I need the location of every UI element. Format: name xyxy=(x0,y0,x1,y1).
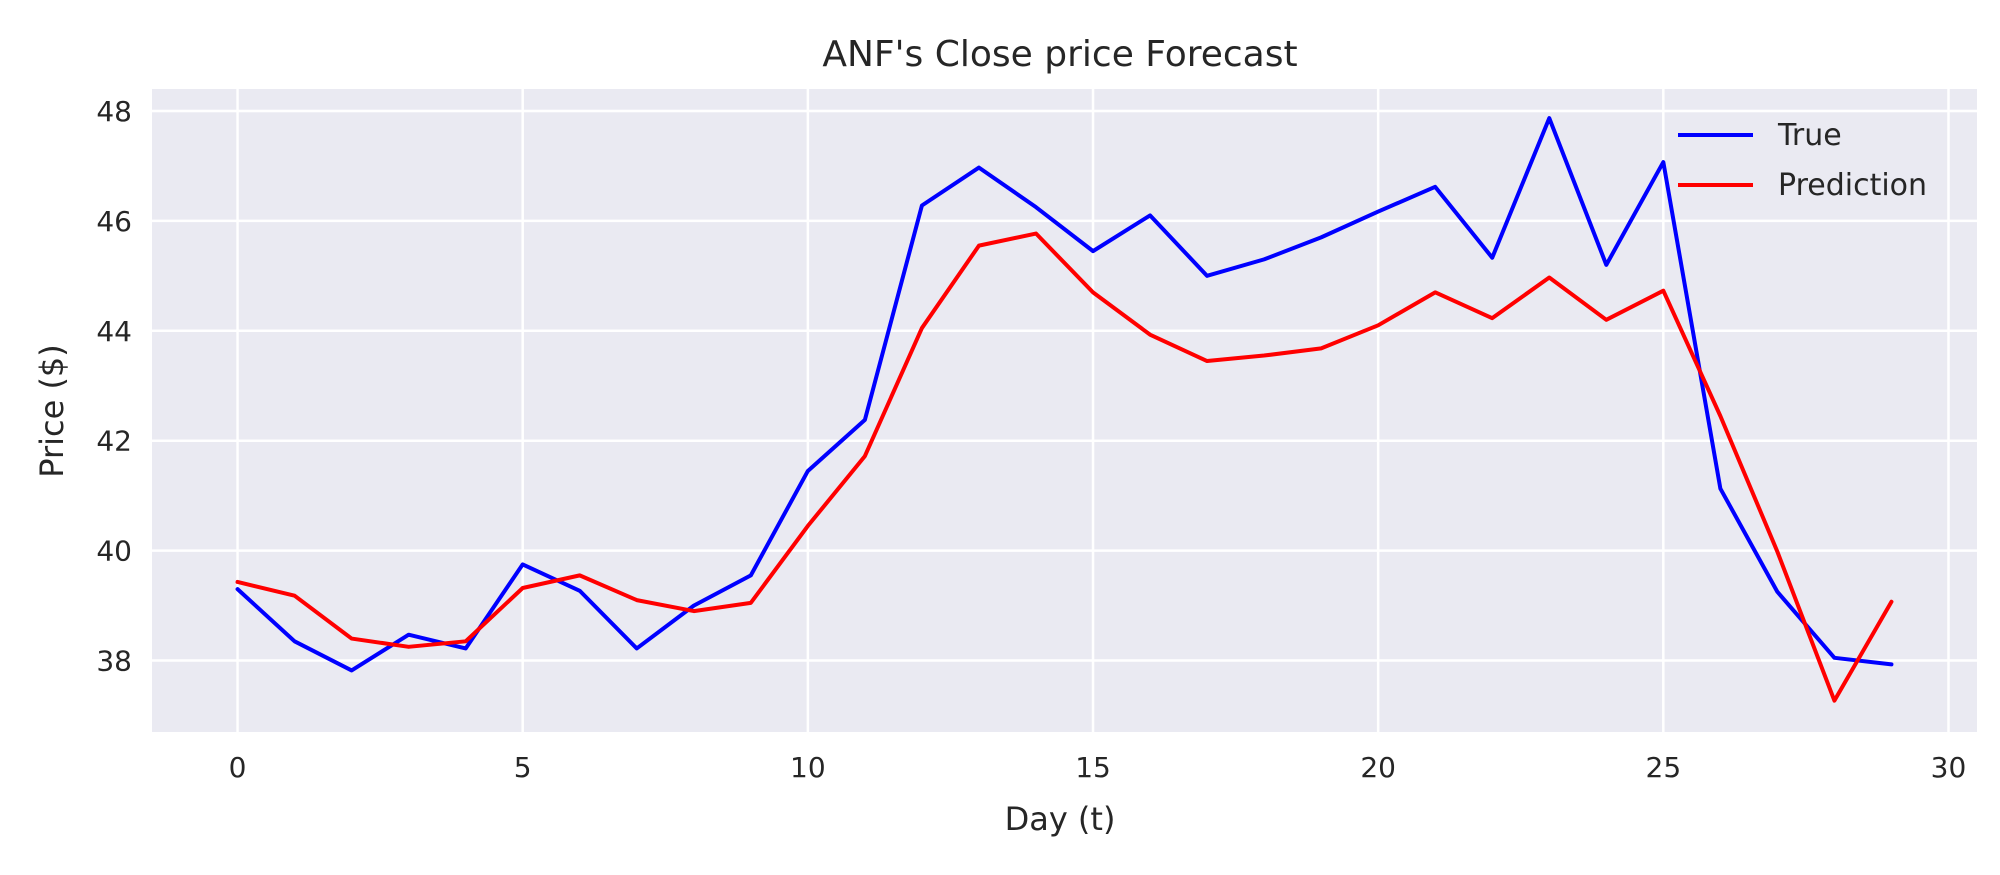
legend: True Prediction xyxy=(1678,118,1927,203)
y-tick-label: 48 xyxy=(96,95,132,128)
tick-labels: 0 5 10 15 20 25 30 38 40 42 44 46 48 xyxy=(96,95,1966,784)
x-tick-label: 15 xyxy=(1075,751,1111,784)
series-lines xyxy=(235,116,1894,703)
x-tick-label: 20 xyxy=(1360,751,1396,784)
y-tick-label: 44 xyxy=(96,315,132,348)
series-line-prediction xyxy=(235,231,1894,703)
y-tick-label: 46 xyxy=(96,205,132,238)
plot-background xyxy=(152,89,1977,732)
y-tick-label: 40 xyxy=(96,535,132,568)
legend-label-true: True xyxy=(1777,118,1842,153)
x-tick-label: 5 xyxy=(514,751,532,784)
legend-label-prediction: Prediction xyxy=(1778,168,1927,203)
series-line-true xyxy=(235,116,1894,673)
y-tick-label: 42 xyxy=(96,425,132,458)
x-axis-label: Day (t) xyxy=(1005,800,1116,838)
x-tick-label: 25 xyxy=(1646,751,1682,784)
x-tick-label: 30 xyxy=(1931,751,1967,784)
y-axis-label: Price ($) xyxy=(33,344,71,478)
x-tick-label: 10 xyxy=(790,751,826,784)
y-tick-label: 38 xyxy=(96,645,132,678)
x-tick-label: 0 xyxy=(229,751,247,784)
chart-title: ANF's Close price Forecast xyxy=(822,34,1297,75)
